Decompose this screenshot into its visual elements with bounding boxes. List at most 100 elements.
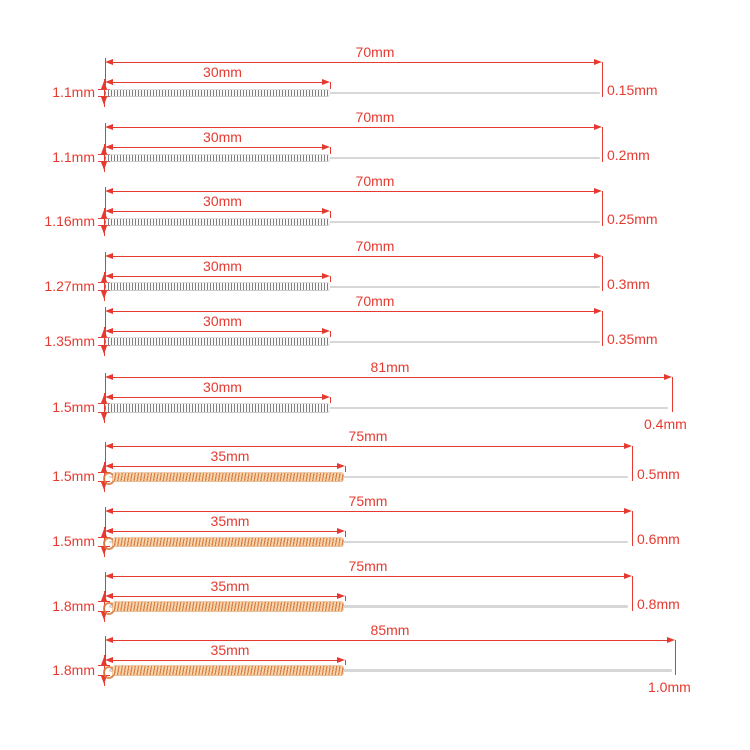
needle-shaft bbox=[109, 476, 628, 478]
dim-arrow-left-icon bbox=[105, 308, 113, 314]
diameter-arrow-up-icon bbox=[101, 395, 107, 403]
total-length-label: 70mm bbox=[355, 173, 395, 189]
needle-shaft bbox=[109, 221, 600, 223]
diameter-arrow-down-icon bbox=[101, 291, 107, 299]
dim-arrow-right-icon bbox=[322, 273, 330, 279]
coil-section bbox=[112, 666, 344, 675]
total-length-label: 70mm bbox=[355, 238, 395, 254]
diameter-arrow-down-icon bbox=[101, 482, 107, 490]
diameter-dim-line bbox=[104, 79, 105, 107]
diameter-bottom-tick bbox=[98, 345, 110, 346]
diameter-arrow-down-icon bbox=[101, 413, 107, 421]
dim-arrow-right-icon bbox=[322, 208, 330, 214]
coil-dimension-line bbox=[110, 147, 325, 148]
dim-arrow-right-icon bbox=[322, 144, 330, 150]
diameter-arrow-down-icon bbox=[101, 547, 107, 555]
tip-diameter-label: 0.2mm bbox=[607, 147, 650, 163]
dim-arrow-left-icon bbox=[105, 528, 113, 534]
diameter-label: 1.8mm bbox=[52, 598, 95, 614]
dim-arrow-left-icon bbox=[105, 144, 113, 150]
diameter-label: 1.35mm bbox=[44, 333, 95, 349]
coil-section bbox=[112, 538, 344, 546]
total-length-label: 70mm bbox=[355, 44, 395, 60]
coil-end-extension-line bbox=[330, 276, 331, 282]
coil-length-label: 30mm bbox=[203, 64, 242, 80]
diameter-label: 1.5mm bbox=[52, 468, 95, 484]
right-extension-line bbox=[632, 576, 633, 611]
tip-diameter-label: 0.4mm bbox=[644, 416, 687, 432]
dim-arrow-left-icon bbox=[105, 79, 113, 85]
coil-section bbox=[105, 338, 330, 345]
coil-end-extension-line bbox=[345, 531, 346, 537]
total-dimension-line bbox=[110, 446, 627, 447]
diameter-top-tick bbox=[98, 218, 110, 219]
diameter-top-tick bbox=[98, 665, 110, 666]
coil-end-extension-line bbox=[345, 596, 346, 601]
right-extension-line bbox=[602, 256, 603, 291]
diameter-arrow-up-icon bbox=[101, 274, 107, 282]
coil-section bbox=[105, 219, 330, 225]
coil-length-label: 30mm bbox=[203, 193, 242, 209]
diameter-bottom-tick bbox=[98, 96, 110, 97]
coil-dimension-line bbox=[110, 331, 325, 332]
right-extension-line bbox=[675, 640, 676, 675]
left-extension-line bbox=[105, 252, 106, 283]
total-dimension-line bbox=[110, 576, 627, 577]
diameter-bottom-tick bbox=[98, 412, 110, 413]
total-length-label: 70mm bbox=[355, 293, 395, 309]
right-extension-line bbox=[672, 377, 673, 412]
tip-diameter-label: 0.25mm bbox=[607, 211, 658, 227]
coil-length-label: 35mm bbox=[210, 448, 250, 464]
coil-section bbox=[105, 283, 330, 290]
dim-arrow-right-icon bbox=[624, 443, 632, 449]
diameter-top-tick bbox=[98, 337, 110, 338]
right-extension-line bbox=[632, 511, 633, 546]
total-length-label: 81mm bbox=[370, 359, 410, 375]
coil-dimension-line bbox=[110, 596, 340, 597]
coil-section bbox=[112, 602, 344, 611]
dim-arrow-right-icon bbox=[337, 463, 345, 469]
needle-shaft bbox=[109, 157, 600, 159]
dim-arrow-left-icon bbox=[105, 593, 113, 599]
coil-end-extension-line bbox=[330, 397, 331, 403]
diameter-label: 1.8mm bbox=[52, 662, 95, 678]
diameter-label: 1.1mm bbox=[52, 84, 95, 100]
diameter-arrow-up-icon bbox=[101, 329, 107, 337]
dim-arrow-left-icon bbox=[105, 253, 113, 259]
coil-dimension-line bbox=[110, 397, 325, 398]
total-dimension-line bbox=[110, 377, 667, 378]
needle-shaft bbox=[109, 407, 668, 409]
dim-arrow-right-icon bbox=[594, 124, 602, 130]
dim-arrow-left-icon bbox=[105, 374, 113, 380]
dim-arrow-right-icon bbox=[322, 79, 330, 85]
left-extension-line bbox=[105, 507, 106, 538]
diameter-bottom-tick bbox=[98, 161, 110, 162]
diameter-arrow-up-icon bbox=[101, 657, 107, 665]
diameter-arrow-up-icon bbox=[101, 593, 107, 601]
coil-section bbox=[105, 404, 330, 412]
dim-arrow-right-icon bbox=[664, 374, 672, 380]
dim-arrow-right-icon bbox=[337, 593, 345, 599]
coil-length-label: 35mm bbox=[210, 578, 250, 594]
diameter-dim-line bbox=[104, 208, 105, 236]
coil-length-label: 35mm bbox=[210, 642, 250, 658]
coil-end-extension-line bbox=[330, 147, 331, 154]
left-extension-line bbox=[105, 373, 106, 404]
dim-arrow-left-icon bbox=[105, 657, 113, 663]
diameter-top-tick bbox=[98, 472, 110, 473]
diameter-dim-line bbox=[104, 272, 105, 301]
coil-length-label: 30mm bbox=[203, 258, 242, 274]
coil-length-label: 30mm bbox=[203, 379, 242, 395]
diameter-bottom-tick bbox=[98, 290, 110, 291]
coil-end-extension-line bbox=[345, 660, 346, 665]
needle-shaft bbox=[109, 92, 600, 94]
coil-length-label: 30mm bbox=[203, 129, 242, 145]
right-extension-line bbox=[602, 62, 603, 97]
total-length-label: 75mm bbox=[348, 558, 388, 574]
left-extension-line bbox=[105, 123, 106, 155]
left-extension-line bbox=[105, 636, 106, 666]
dim-arrow-left-icon bbox=[105, 573, 113, 579]
coil-dimension-line bbox=[110, 660, 340, 661]
dim-arrow-right-icon bbox=[322, 328, 330, 334]
